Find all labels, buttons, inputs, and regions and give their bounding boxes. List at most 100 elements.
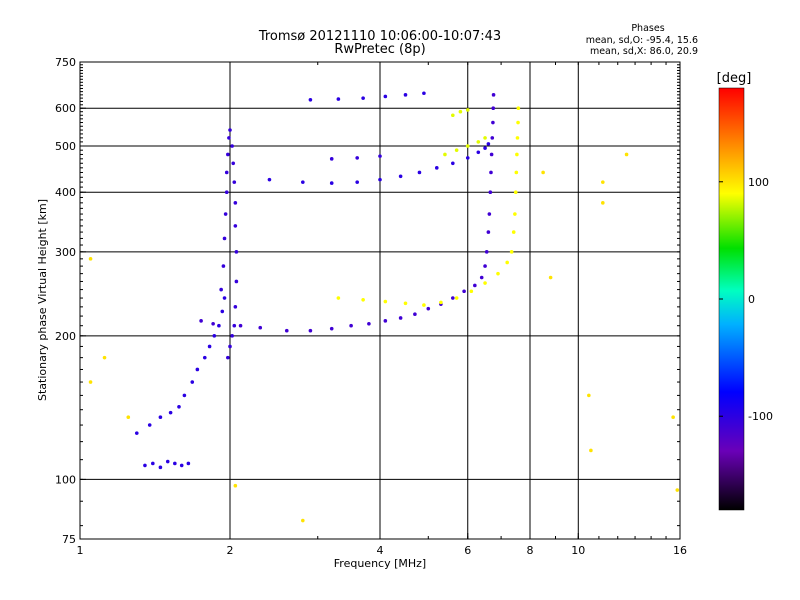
data-point <box>355 156 359 160</box>
y-tick-label: 100 <box>55 473 76 486</box>
data-point <box>484 250 489 254</box>
data-point <box>383 319 388 323</box>
data-point <box>496 271 500 276</box>
data-point <box>212 334 217 338</box>
data-point <box>509 250 514 254</box>
data-point <box>487 212 492 216</box>
x-tick-label: 6 <box>464 544 471 557</box>
data-point <box>284 328 289 333</box>
data-point <box>168 410 173 415</box>
data-point <box>230 144 234 148</box>
data-point <box>378 177 382 182</box>
data-point <box>222 236 227 241</box>
data-point <box>301 518 305 523</box>
data-point <box>378 154 382 158</box>
data-point <box>232 180 237 184</box>
data-point <box>186 461 191 466</box>
colorbar-ticks: 100 0 -100 <box>719 176 773 423</box>
data-point <box>514 170 519 175</box>
y-tick-label: 300 <box>55 246 76 259</box>
data-point <box>177 404 181 409</box>
data-point <box>413 312 417 316</box>
data-point <box>383 299 388 304</box>
data-point <box>222 296 227 300</box>
data-point <box>491 106 496 111</box>
stats-heading: Phases <box>631 23 664 34</box>
data-point <box>88 257 93 261</box>
data-point <box>398 316 403 320</box>
data-point <box>224 170 229 175</box>
data-point <box>443 152 447 157</box>
data-point <box>258 325 263 330</box>
data-point <box>134 431 139 435</box>
data-point <box>336 296 341 300</box>
data-point <box>465 144 470 148</box>
data-point <box>361 96 365 100</box>
y-tick-label: 500 <box>55 140 76 153</box>
series-x-trace-2-hop <box>443 108 487 157</box>
data-point <box>233 483 238 488</box>
data-point <box>220 309 225 314</box>
data-point <box>228 128 232 132</box>
data-point <box>601 180 605 184</box>
y-axis-label: Stationary phase Virtual Height [km] <box>36 199 49 401</box>
data-point <box>417 170 422 175</box>
data-point <box>473 283 477 288</box>
data-point <box>601 201 605 205</box>
data-point <box>223 212 228 216</box>
data-point <box>383 94 388 99</box>
data-point <box>486 142 491 146</box>
data-point <box>490 136 495 140</box>
data-point <box>403 301 408 306</box>
x-tick-label: 16 <box>673 544 687 557</box>
data-point <box>515 152 519 157</box>
data-point <box>182 393 187 398</box>
data-point <box>267 177 272 182</box>
data-point <box>329 181 334 185</box>
data-point <box>476 140 481 144</box>
colorbar-label: [deg] <box>717 71 752 86</box>
chart-subtitle: RwPretec (8p) <box>334 42 425 57</box>
data-point <box>233 305 238 309</box>
data-point <box>301 180 305 184</box>
y-tick-label: 200 <box>55 330 76 343</box>
data-point <box>483 281 487 285</box>
data-point <box>513 190 518 195</box>
data-point <box>451 161 455 166</box>
data-point <box>451 296 455 300</box>
data-point <box>238 323 243 328</box>
data-point <box>231 161 236 166</box>
data-point <box>488 190 493 195</box>
data-point <box>548 275 553 280</box>
data-point <box>458 109 463 114</box>
data-point <box>232 323 237 328</box>
y-tick-label: 600 <box>55 102 76 115</box>
data-point <box>454 296 459 300</box>
data-point <box>624 152 629 157</box>
chart-title: Tromsø 20121110 10:06:00-10:07:43 <box>258 29 501 44</box>
stats-line-o: mean, sd,O: -95.4, 15.6 <box>586 35 698 46</box>
data-point <box>454 148 459 152</box>
data-point <box>398 174 403 179</box>
data-point <box>491 120 495 125</box>
data-point <box>179 463 184 468</box>
x-tick-label: 10 <box>571 544 585 557</box>
data-point <box>230 334 234 338</box>
data-point <box>491 93 496 97</box>
data-point <box>211 321 215 326</box>
y-tick-label: 75 <box>62 533 76 546</box>
data-point <box>88 380 93 384</box>
series-o-trace-low-e-f1-region- <box>134 296 227 470</box>
data-point <box>233 201 238 205</box>
data-point <box>426 306 431 311</box>
data-point <box>349 323 353 328</box>
data-point <box>422 91 426 96</box>
data-point <box>329 326 334 331</box>
data-points <box>88 91 680 523</box>
data-point <box>151 461 155 466</box>
x-tick-label: 4 <box>377 544 384 557</box>
x-tick-label: 2 <box>227 544 234 557</box>
stats-line-x: mean, sd,X: 86.0, 20.9 <box>590 46 698 57</box>
data-point <box>207 344 212 349</box>
data-point <box>226 355 230 360</box>
